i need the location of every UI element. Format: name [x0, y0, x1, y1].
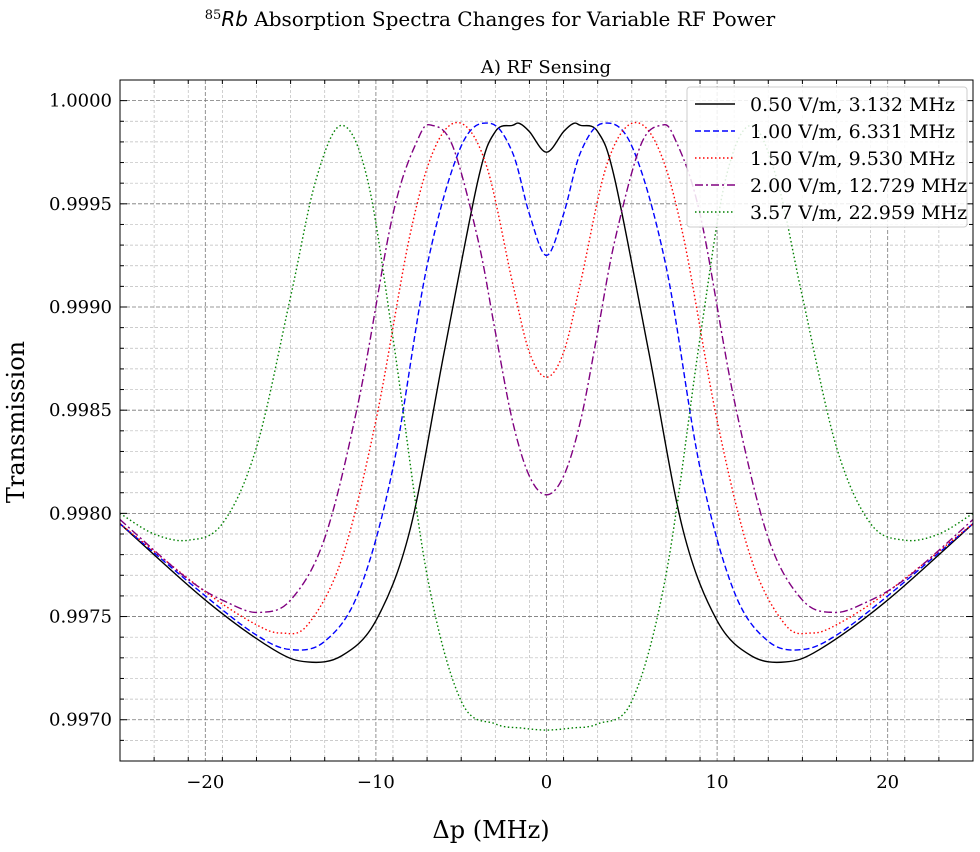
x-axis-label: Δp (MHz): [432, 816, 549, 844]
legend-label-4: 2.00 V/m, 12.729 MHz: [750, 175, 967, 197]
series-line-2: [119, 122, 974, 651]
series-lines: [119, 121, 974, 731]
series-line-3: [119, 121, 974, 635]
x-tick-label: 10: [706, 772, 729, 793]
ticks: −20 −10 0 10 20 0.9970 0.9975 0.9980 0.9985 0.999…: [49, 79, 974, 793]
y-tick-label: 0.9975: [49, 607, 112, 628]
x-tick-label: −20: [186, 772, 224, 793]
x-tick-label: 0: [541, 772, 552, 793]
chart-title: 85Rb Absorption Spectra Changes for Vari…: [205, 7, 776, 31]
legend-box: [686, 86, 968, 228]
title-italic: Rb: [221, 7, 248, 31]
legend-label-3: 1.50 V/m, 9.530 MHz: [750, 148, 955, 170]
chart-subtitle: A) RF Sensing: [480, 57, 611, 78]
x-tick-label: 20: [876, 772, 899, 793]
y-tick-label: 1.0000: [49, 91, 112, 112]
legend: 0.50 V/m, 3.132 MHz 1.00 V/m, 6.331 MHz 1.…: [686, 86, 968, 228]
y-tick-label: 0.9970: [49, 710, 112, 731]
title-rest: Absorption Spectra Changes for Variable …: [248, 7, 776, 31]
series-line-4: [119, 123, 974, 614]
y-axis-label: Transmission: [2, 341, 30, 503]
series-line-1: [119, 122, 974, 664]
legend-label-2: 1.00 V/m, 6.331 MHz: [750, 121, 955, 143]
series-line-5: [119, 124, 974, 731]
legend-label-5: 3.57 V/m, 22.959 MHz: [750, 202, 967, 224]
y-tick-label: 0.9995: [49, 194, 112, 215]
legend-label-1: 0.50 V/m, 3.132 MHz: [750, 94, 955, 116]
plot-frame: [119, 79, 974, 762]
y-tick-label: 0.9990: [49, 297, 112, 318]
y-tick-label: 0.9985: [49, 400, 112, 421]
x-tick-label: −10: [357, 772, 395, 793]
title-superscript: 85: [205, 8, 222, 23]
y-tick-label: 0.9980: [49, 503, 112, 524]
